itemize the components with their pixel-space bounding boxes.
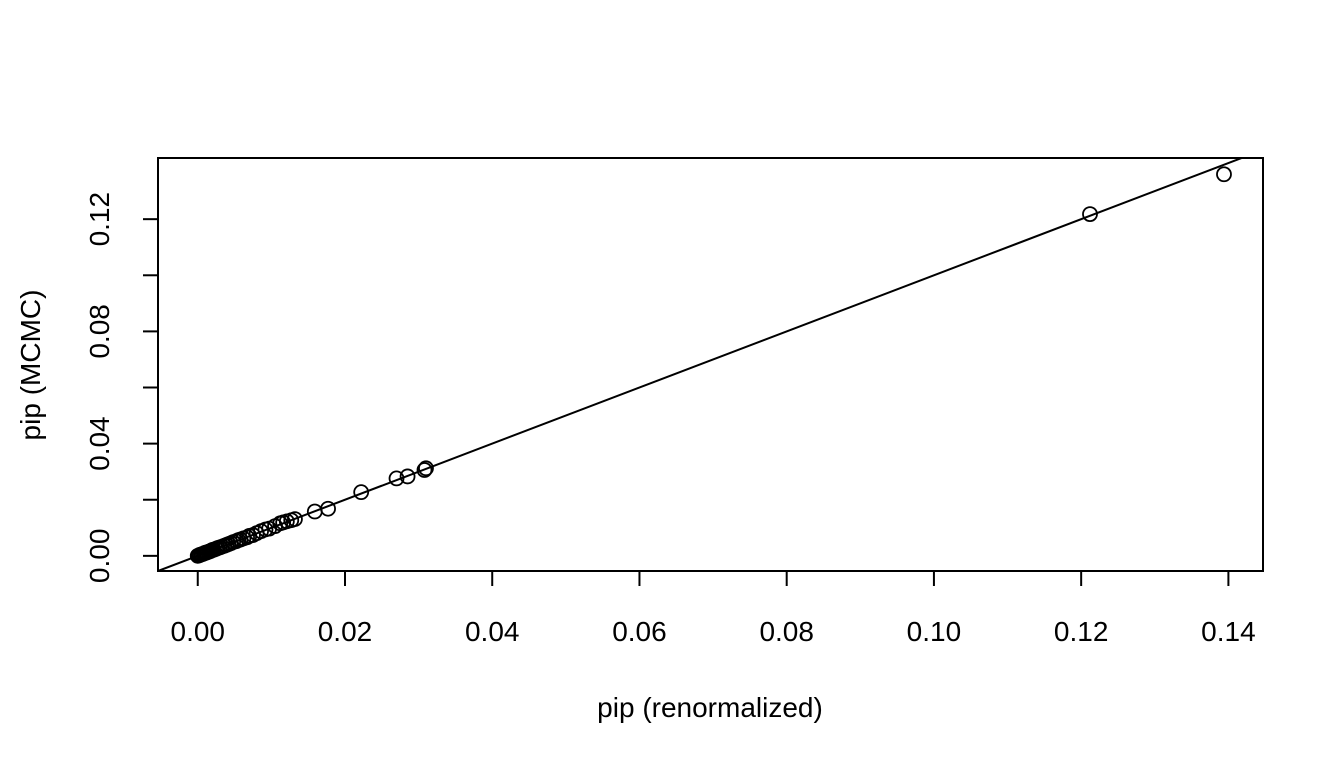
x-tick-label: 0.00 [171,616,226,647]
y-tick-label: 0.00 [84,529,115,584]
x-tick-label: 0.04 [465,616,520,647]
identity-reference-line [158,158,1245,571]
x-axis-label: pip (renormalized) [597,692,823,723]
data-point [1082,206,1098,223]
x-tick-label: 0.08 [759,616,814,647]
data-point [418,460,434,477]
data-point [416,462,433,478]
y-axis-label: pip (MCMC) [15,290,46,441]
x-tick-label: 0.02 [318,616,373,647]
data-point [1216,166,1232,183]
data-point [399,468,416,485]
x-axis: 0.00 0.02 0.04 0.06 0.08 0.10 0.12 0.14 [171,570,1256,647]
y-tick-label: 0.04 [84,416,115,471]
data-points [189,166,1232,564]
data-point [353,484,370,501]
x-tick-label: 0.14 [1201,616,1256,647]
x-tick-label: 0.10 [907,616,962,647]
data-point [320,500,336,517]
plot-frame [157,157,1264,572]
y-tick-label: 0.08 [84,304,115,359]
y-axis: 0.00 0.04 0.08 0.12 [84,192,159,584]
data-point [388,470,405,487]
y-tick-label: 0.12 [84,192,115,247]
data-point [287,511,303,527]
x-tick-label: 0.06 [612,616,667,647]
x-tick-label: 0.12 [1054,616,1109,647]
